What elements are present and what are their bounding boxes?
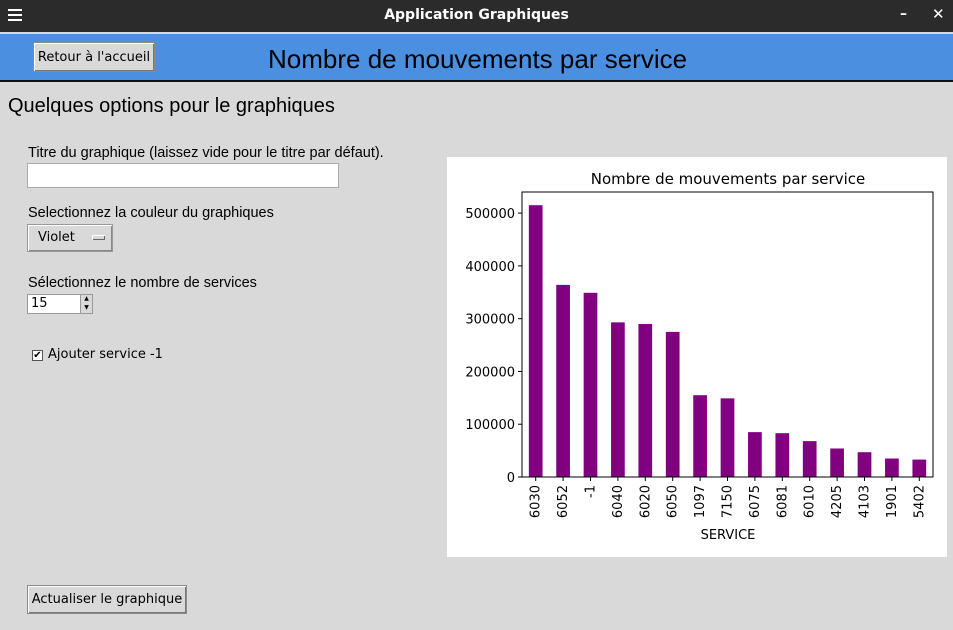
bar-5402 [912, 459, 927, 477]
bar-6052 [556, 284, 570, 477]
x-tick-label: 4205 [830, 485, 845, 518]
bar-1097 [693, 395, 707, 477]
x-tick-label: 4103 [858, 485, 873, 518]
window-title: Application Graphiques [384, 7, 569, 23]
x-tick-label: -1 [584, 485, 599, 498]
spinbox-arrows: ▲ ▼ [80, 295, 92, 313]
service-count-label: Sélectionnez le nombre de services [28, 275, 257, 291]
x-tick-label: 6075 [748, 485, 763, 518]
bar-6081 [775, 433, 790, 477]
service-count-value: 15 [31, 296, 48, 311]
y-tick-label: 0 [507, 471, 515, 486]
service-count-spinbox[interactable]: 15 ▲ ▼ [27, 294, 93, 314]
close-icon[interactable]: ✕ [932, 5, 945, 23]
color-label: Selectionnez la couleur du graphiques [28, 205, 274, 221]
x-tick-label: 7150 [721, 485, 736, 518]
x-tick-label: 1901 [885, 485, 900, 518]
bar-6020 [638, 323, 653, 477]
bar-6075 [748, 432, 762, 477]
x-tick-label: 6040 [611, 485, 626, 518]
y-tick-label: 300000 [465, 313, 515, 328]
x-tick-label: 6050 [666, 485, 681, 518]
y-tick-label: 500000 [465, 207, 515, 222]
color-select[interactable]: Violet [27, 224, 113, 252]
color-select-value: Violet [38, 230, 75, 245]
bar-6040 [611, 322, 625, 477]
options-heading: Quelques options pour le graphiques [8, 95, 335, 117]
x-tick-label: 6081 [775, 485, 790, 518]
x-tick-label: 6010 [803, 485, 818, 518]
plot-area: 6030 6052 -1 6040 6020 6050 1097 7150 6075 6081 60… [465, 191, 934, 518]
window-titlebar: Application Graphiques – ✕ [0, 0, 953, 32]
bar-7150 [720, 398, 735, 477]
page-header: Retour à l'accueil Nombre de mouvements … [0, 34, 953, 82]
bar-1901 [885, 458, 899, 477]
chart-title-input[interactable] [27, 163, 339, 188]
home-button[interactable]: Retour à l'accueil [33, 42, 155, 72]
x-tick-label: 1097 [693, 485, 708, 518]
plot-frame [521, 191, 934, 478]
chart-panel: Nombre de mouvements par service SERVICE… [447, 157, 947, 557]
bar--1 [583, 292, 598, 477]
add-service-label: Ajouter service -1 [48, 347, 163, 362]
menu-icon[interactable] [8, 9, 22, 21]
bar-chart: Nombre de mouvements par service SERVICE… [465, 170, 934, 543]
refresh-chart-button[interactable]: Actualiser le graphique [27, 585, 187, 614]
add-service-checkbox[interactable]: ✔ [32, 350, 43, 361]
y-tick-label: 200000 [465, 365, 515, 380]
y-tick-label: 100000 [465, 418, 515, 433]
bar-6030 [528, 205, 543, 477]
x-tick-label: 6030 [529, 485, 544, 518]
spin-up-icon[interactable]: ▲ [84, 295, 89, 302]
spin-down-icon[interactable]: ▼ [84, 304, 89, 311]
chart-title-label: Titre du graphique (laissez vide pour le… [28, 145, 384, 161]
y-tick-label: 400000 [465, 260, 515, 275]
x-axis-label: SERVICE [701, 528, 756, 543]
chart-title: Nombre de mouvements par service [591, 170, 865, 188]
page-title: Nombre de mouvements par service [268, 44, 688, 74]
bar-4205 [830, 448, 844, 477]
option-menu-indicator-icon [92, 235, 105, 240]
x-tick-label: 5402 [912, 485, 927, 518]
bar-6050 [665, 331, 680, 477]
x-tick-label: 6020 [638, 485, 653, 518]
bar-6010 [802, 441, 817, 477]
x-tick-label: 6052 [556, 485, 571, 518]
bar-4103 [857, 452, 872, 477]
minimize-icon[interactable]: – [900, 6, 907, 22]
